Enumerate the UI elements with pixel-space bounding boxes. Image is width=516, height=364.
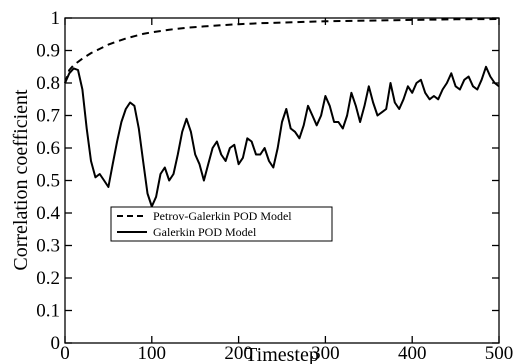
ticks-layer xyxy=(64,17,500,344)
x-tick-label: 100 xyxy=(138,343,167,364)
x-tick-label: 0 xyxy=(60,343,70,364)
x-tick-label: 300 xyxy=(311,343,340,364)
legend-box xyxy=(110,206,333,242)
series-line-galerkin xyxy=(64,65,500,208)
x-tick-label: 500 xyxy=(485,343,514,364)
y-axis-title: Correlation coefficient xyxy=(10,89,32,271)
y-tick-label: 0.8 xyxy=(36,73,60,94)
tick-labels-layer: 0 100 200 300 400 50000.10.20.30.40.50.60.70.… xyxy=(36,8,513,364)
y-tick-label: 0.4 xyxy=(36,203,60,224)
y-tick-label: 0.2 xyxy=(36,268,60,289)
y-tick-label: 0 xyxy=(51,333,61,354)
y-tick-label: 1 xyxy=(51,8,61,29)
x-tick-label: 200 xyxy=(224,343,253,364)
y-tick-label: 0.5 xyxy=(36,171,60,192)
legend-label-galerkin: Galerkin POD Model xyxy=(153,225,257,239)
legend-label-petrov-galerkin: Petrov-Galerkin POD Model xyxy=(153,209,292,223)
y-tick-label: 0.7 xyxy=(36,106,60,127)
x-tick-label: 400 xyxy=(398,343,427,364)
x-axis-title: Timestep xyxy=(245,344,319,364)
y-tick-label: 0.6 xyxy=(36,138,60,159)
y-tick-label: 0.3 xyxy=(36,236,60,257)
y-tick-label: 0.9 xyxy=(36,41,60,62)
y-tick-label: 0.1 xyxy=(36,301,60,322)
legend: Petrov-Galerkin POD Model Galerkin POD M… xyxy=(110,206,333,242)
